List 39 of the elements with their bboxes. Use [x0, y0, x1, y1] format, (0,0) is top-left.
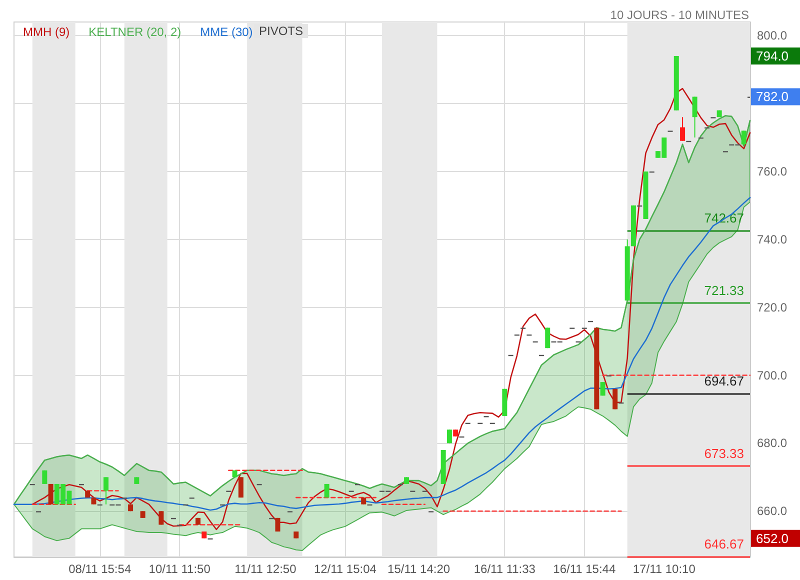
y-tick-label: 800.0 — [757, 28, 788, 43]
x-tick-label: 10/11 11:50 — [148, 562, 211, 576]
ref-line-label: 646.67 — [704, 536, 744, 552]
text: MME (30) — [200, 25, 253, 39]
text: 782.0 — [756, 89, 789, 104]
candlestick — [600, 382, 606, 396]
x-tick-label: 17/11 10:10 — [632, 562, 696, 576]
text: MMH (9) — [23, 25, 70, 39]
y-tick-label: 680.0 — [757, 436, 788, 450]
text: 794.0 — [756, 48, 789, 64]
x-tick-label: 16/11 15:44 — [553, 562, 616, 576]
text: KELTNER (20, 2) — [88, 25, 182, 39]
y-tick-label: 760.0 — [757, 164, 788, 178]
x-tick-label: 16/11 11:33 — [474, 562, 536, 576]
ref-line-label: 721.33 — [704, 282, 744, 298]
y-tick-label: 660.0 — [757, 504, 788, 518]
chart-subtitle: 10 JOURS - 10 MINUTES — [610, 8, 750, 22]
x-tick-label: 08/11 15:54 — [68, 562, 132, 576]
candlestick — [42, 470, 48, 484]
candlestick — [680, 116, 686, 142]
candlestick — [692, 96, 698, 138]
candlestick — [545, 327, 550, 349]
ref-line-label: 673.33 — [704, 446, 744, 461]
x-tick-label: 15/11 14:20 — [388, 562, 450, 576]
y-tick-label: 740.0 — [757, 232, 788, 246]
x-tick-label: 12/11 15:04 — [314, 562, 377, 576]
text: 652.0 — [756, 530, 789, 546]
candlestick — [238, 476, 244, 498]
candlestick — [446, 429, 452, 444]
y-tick-label: 720.0 — [757, 300, 788, 314]
line-series — [13, 196, 751, 511]
y-tick-label: 700.0 — [757, 368, 788, 382]
annotation: PIVOTS — [259, 24, 304, 38]
ref-line-label: 694.67 — [704, 373, 744, 388]
x-tick-label: 11/11 12:50 — [234, 562, 297, 576]
candlestick — [104, 476, 108, 505]
candlestick — [158, 510, 164, 526]
candlestick — [48, 483, 54, 505]
candlestick — [741, 130, 746, 145]
